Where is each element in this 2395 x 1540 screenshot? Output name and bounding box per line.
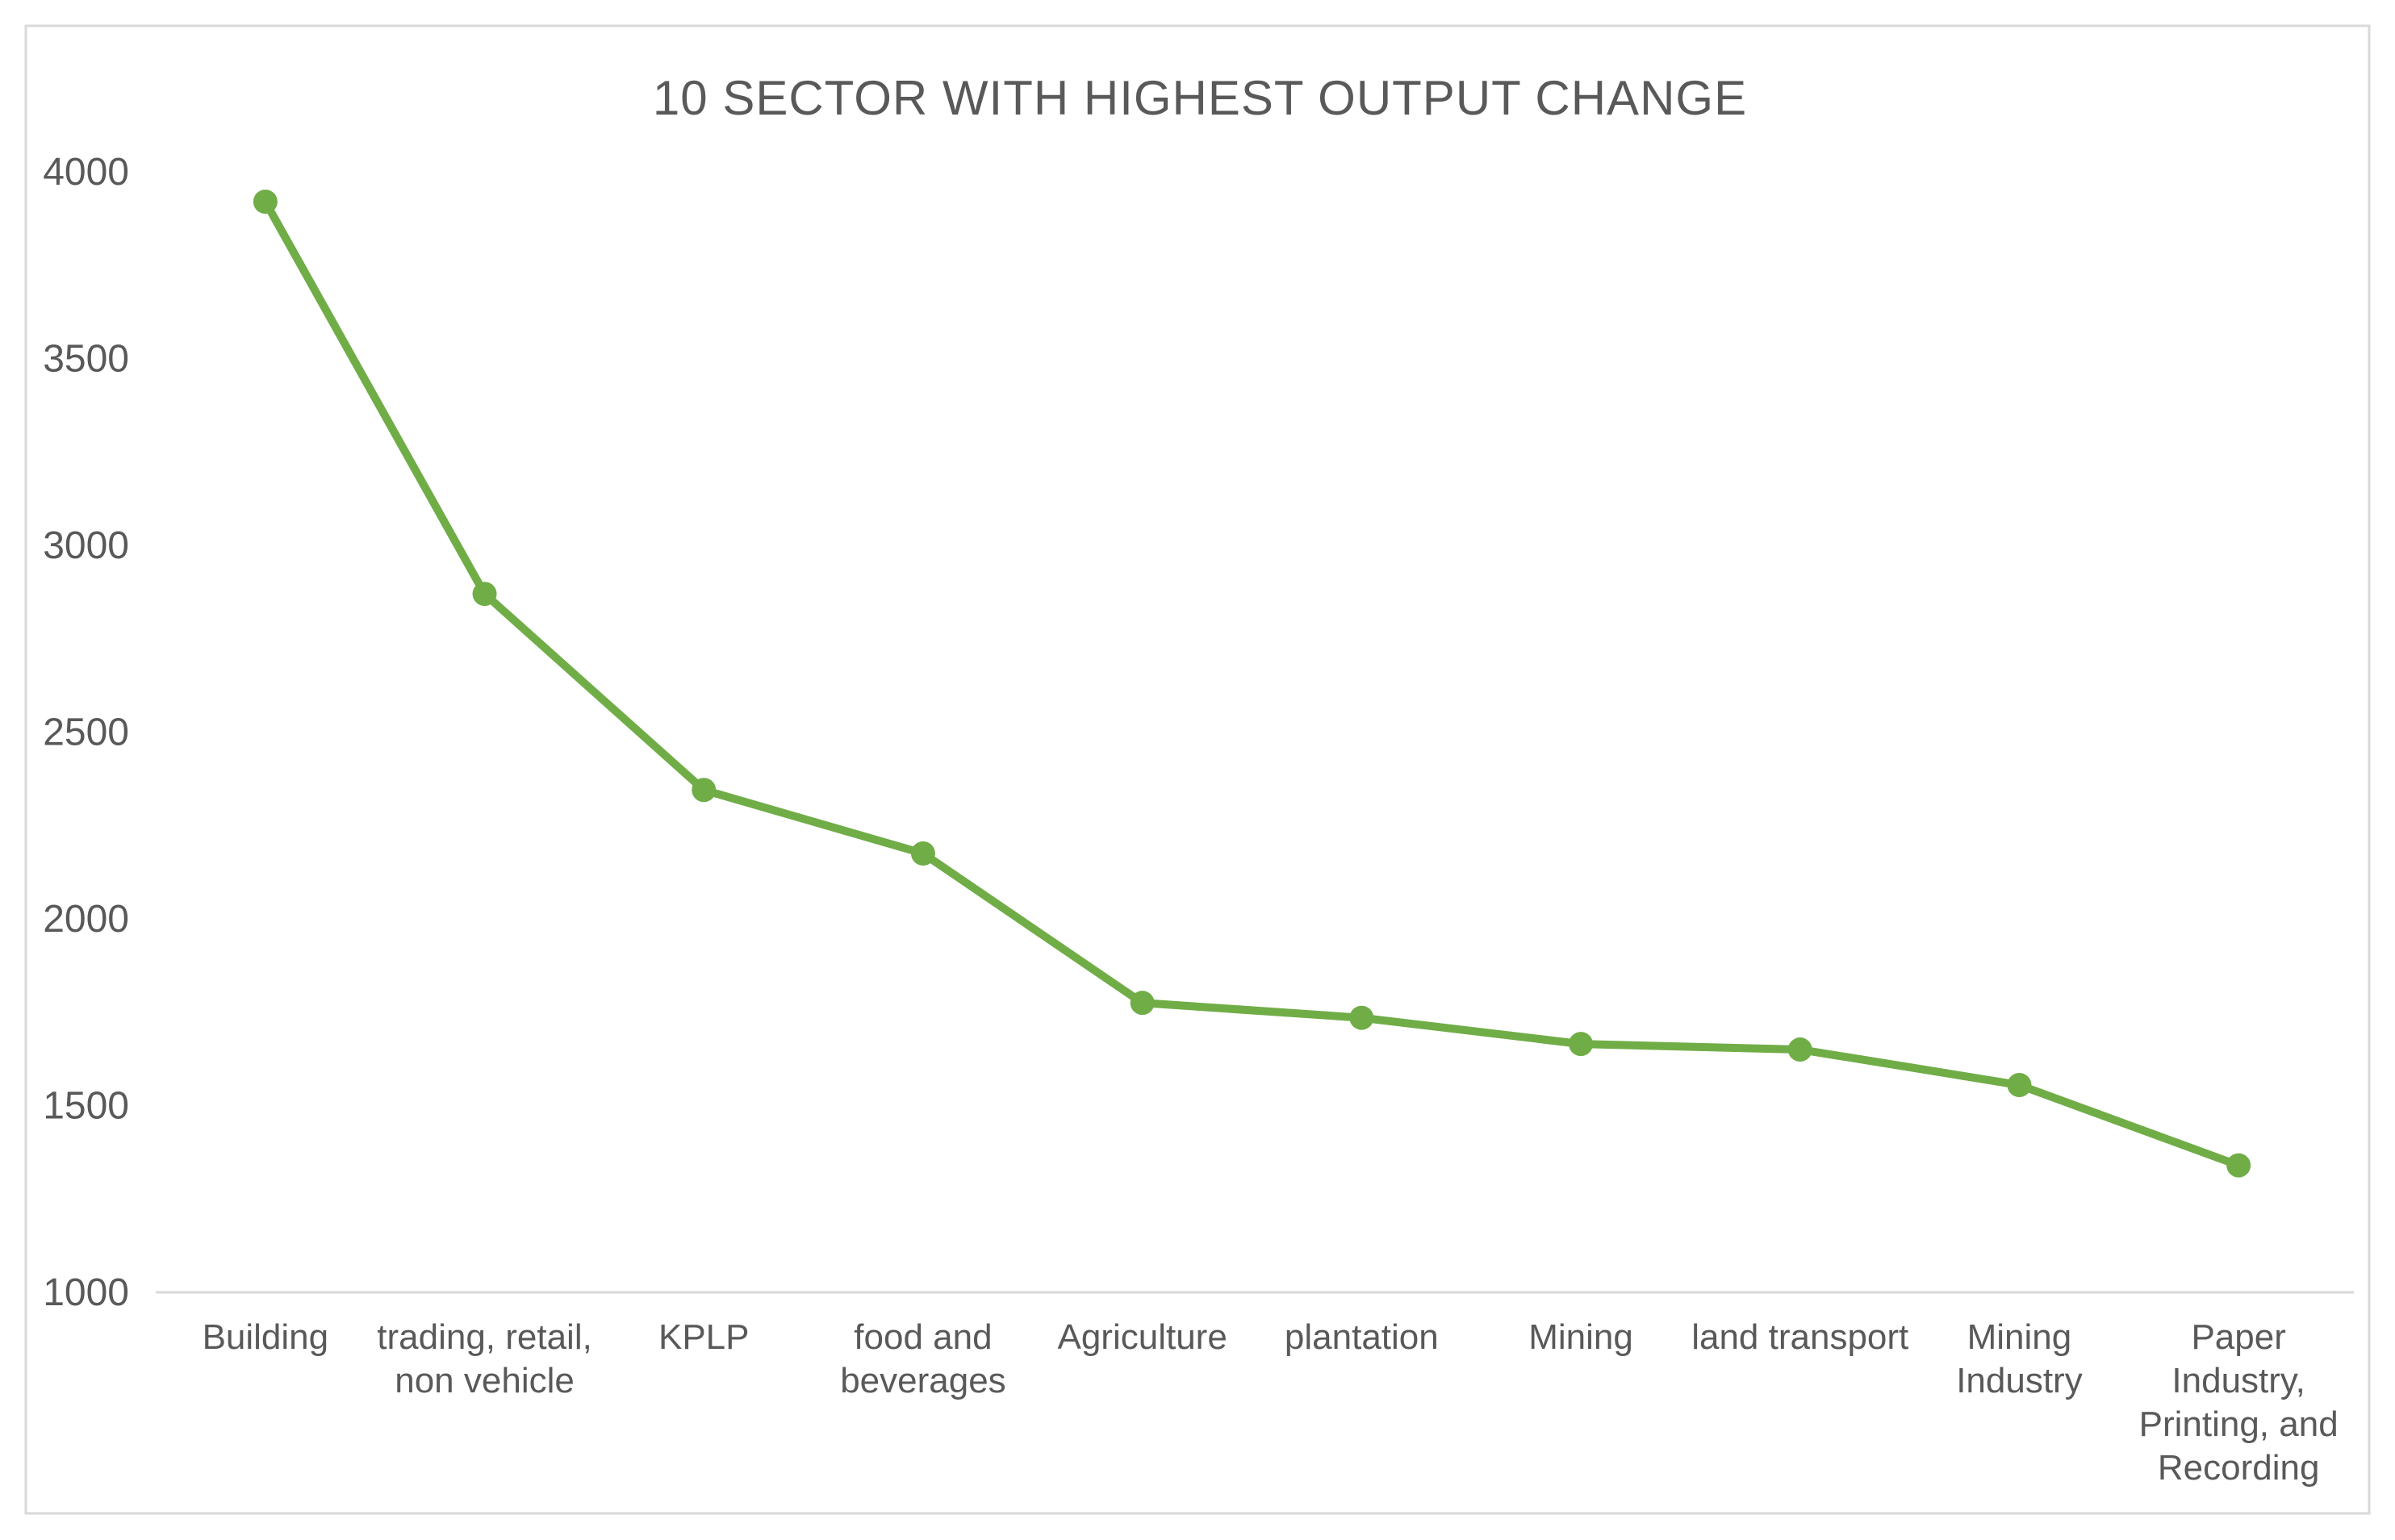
data-point-marker — [2226, 1153, 2251, 1178]
data-point-marker — [1130, 991, 1155, 1016]
data-series — [253, 190, 2251, 1178]
y-axis-tick-label: 2500 — [43, 712, 129, 754]
x-axis-category-label: trading, retail, non vehicle — [377, 1317, 592, 1400]
data-point-marker — [472, 582, 497, 607]
data-point-marker — [2007, 1073, 2032, 1098]
y-axis: 4000 3500 3000 2500 2000 1500 1000 — [43, 151, 129, 1314]
y-axis-tick-label: 4000 — [43, 151, 129, 194]
x-axis-category-label: food and beverages — [840, 1317, 1005, 1400]
chart-title: 10 SECTOR WITH HIGHEST OUTPUT CHANGE — [653, 71, 1747, 125]
data-point-marker — [1349, 1005, 1374, 1030]
x-axis-category-label: Paper Industry, Printing, and Recording — [2139, 1317, 2339, 1488]
x-axis-category-label: land transport — [1691, 1317, 1908, 1357]
data-point-marker — [1569, 1032, 1594, 1057]
chart-border — [24, 24, 2371, 1515]
x-axis-category-label: plantation — [1285, 1317, 1439, 1357]
y-axis-tick-label: 1500 — [43, 1085, 129, 1128]
x-axis-category-label: Building — [203, 1317, 329, 1357]
x-axis-category-label: Mining Industry — [1956, 1317, 2083, 1400]
data-line — [261, 198, 2243, 1170]
data-point-marker — [910, 841, 935, 866]
y-axis-tick-label: 3500 — [43, 338, 129, 381]
data-point-marker — [692, 778, 717, 803]
data-point-marker — [253, 190, 278, 215]
data-point-marker — [1787, 1037, 1812, 1062]
x-axis-category-label: Agriculture — [1057, 1317, 1227, 1357]
x-axis-category-label: KPLP — [658, 1317, 750, 1357]
y-axis-tick-label: 3000 — [43, 524, 129, 567]
x-axis: Building trading, retail, non vehicle KPLP f… — [203, 1317, 2339, 1488]
y-axis-tick-label: 2000 — [43, 898, 129, 941]
y-axis-tick-label: 1000 — [43, 1271, 129, 1314]
x-axis-category-label: Mining — [1528, 1317, 1633, 1357]
